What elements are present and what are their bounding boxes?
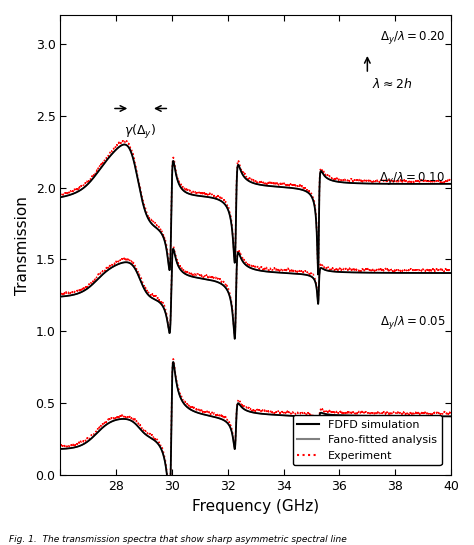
Y-axis label: Transmission: Transmission <box>15 196 30 294</box>
Text: $\gamma(\Delta_y)$: $\gamma(\Delta_y)$ <box>124 123 156 141</box>
X-axis label: Frequency (GHz): Frequency (GHz) <box>192 499 319 513</box>
Text: $\lambda \approx 2h$: $\lambda \approx 2h$ <box>372 77 412 91</box>
Text: Fig. 1.  The transmission spectra that show sharp asymmetric spectral line: Fig. 1. The transmission spectra that sh… <box>9 535 347 544</box>
Text: $\Delta_y/\lambda = 0.05$: $\Delta_y/\lambda = 0.05$ <box>380 314 446 331</box>
Text: $\Delta_y/\lambda = 0.20$: $\Delta_y/\lambda = 0.20$ <box>380 29 446 46</box>
Text: $\Delta_y/\lambda = 0.10$: $\Delta_y/\lambda = 0.10$ <box>380 171 446 187</box>
Legend: FDFD simulation, Fano-fitted analysis, Experiment: FDFD simulation, Fano-fitted analysis, E… <box>292 415 442 465</box>
